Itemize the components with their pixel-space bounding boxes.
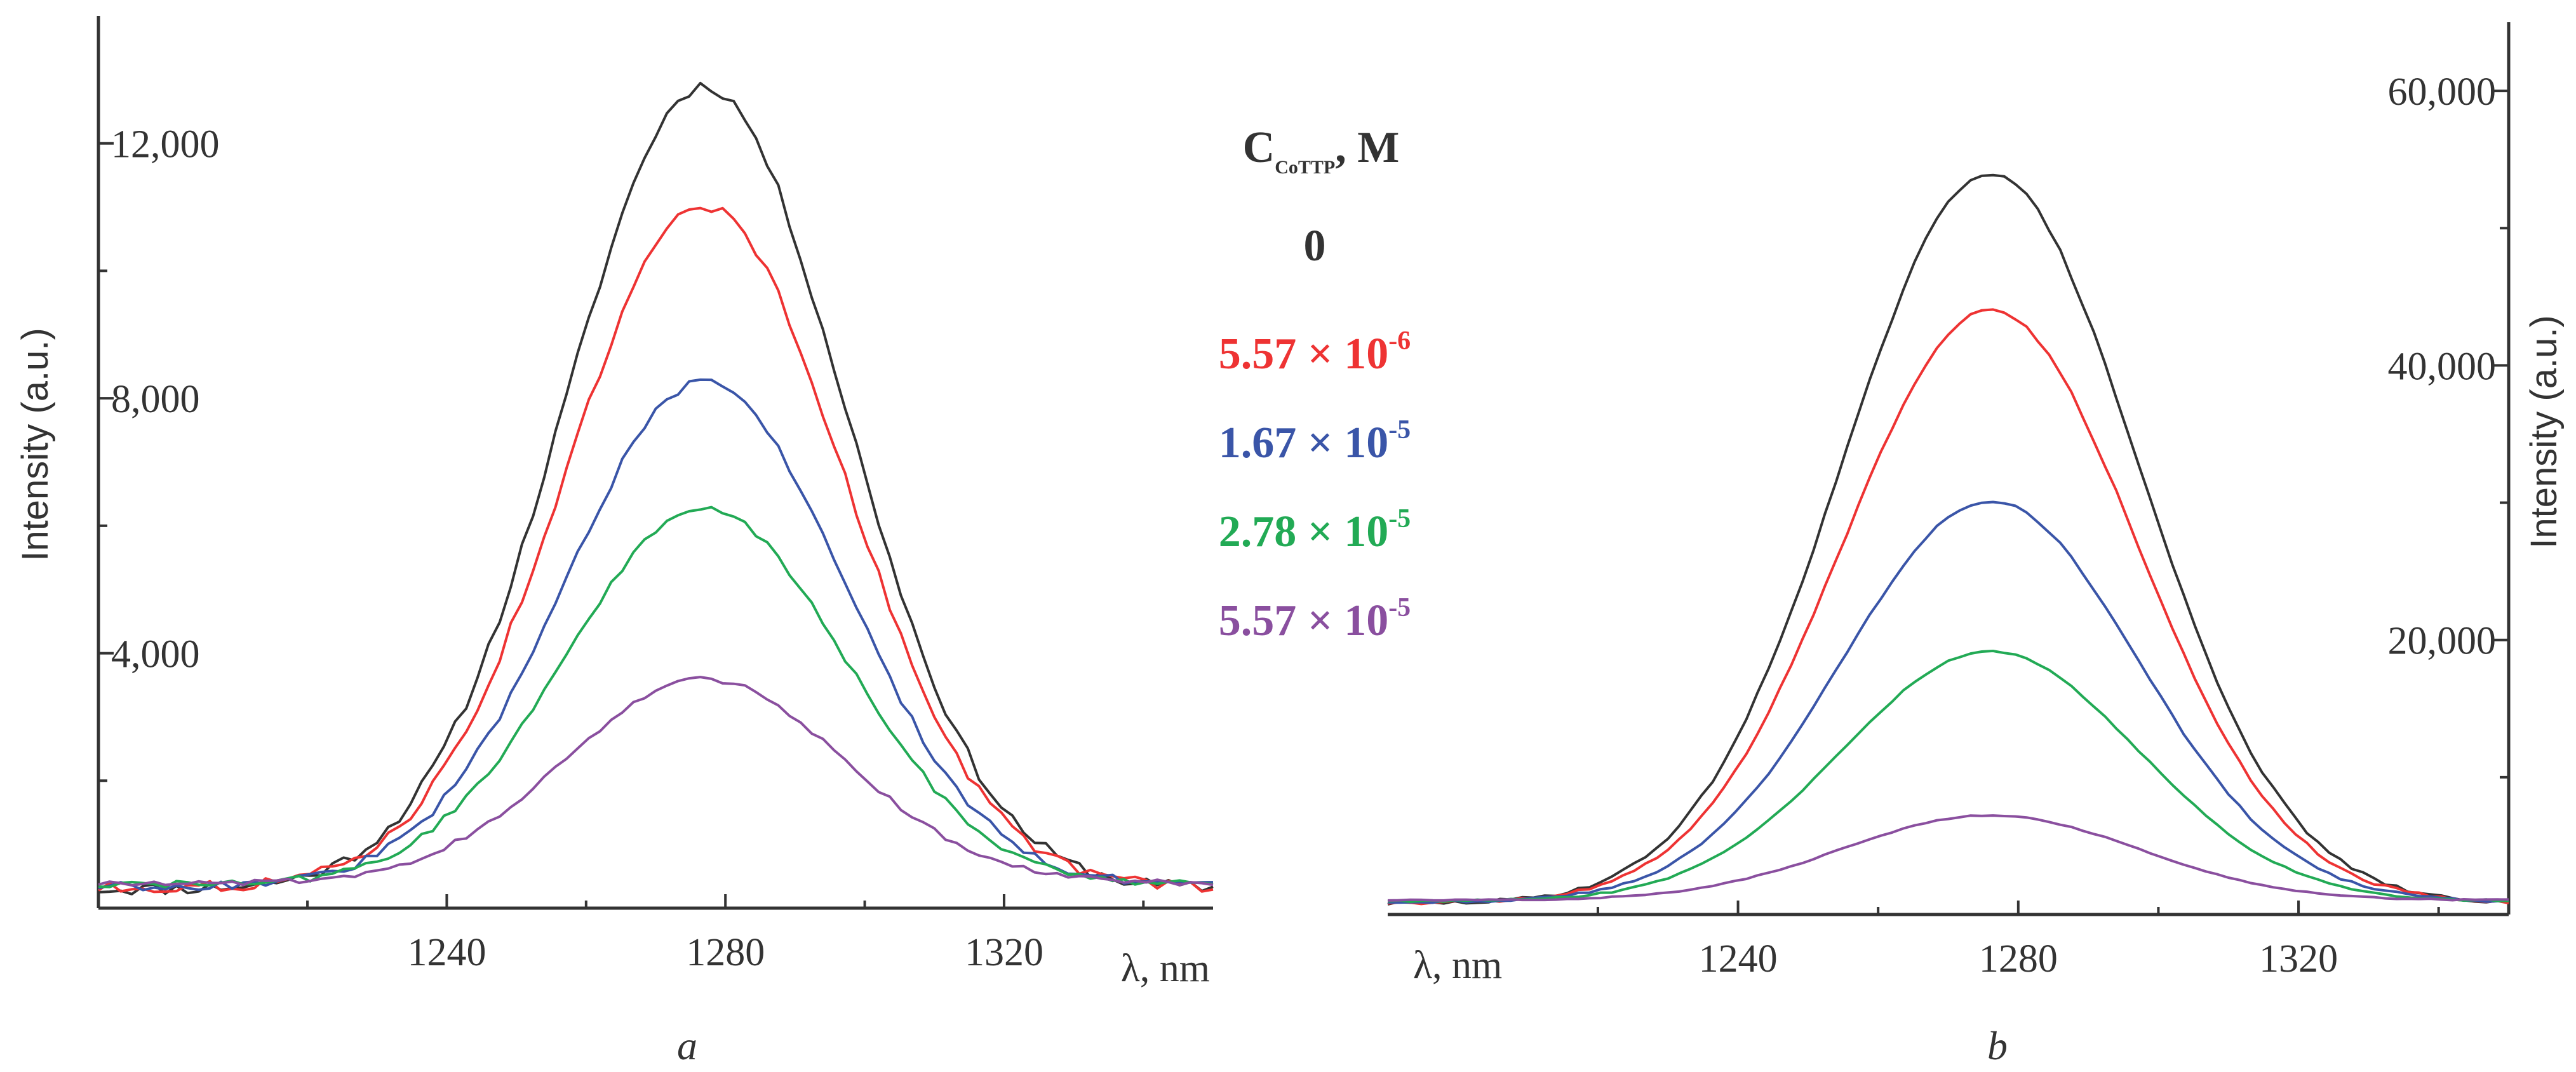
panel-a-x-tick-label: 1280 bbox=[686, 931, 765, 974]
panel-a-x-axis-title: λ, nm bbox=[1121, 947, 1210, 990]
panel-b-series-3 bbox=[1387, 650, 2509, 903]
panel-b-series-0 bbox=[1387, 173, 2509, 906]
panel-a-series-3 bbox=[98, 506, 1214, 888]
legend-entry-1-mantissa: 5.57 bbox=[1219, 330, 1297, 379]
panel-a-series-2 bbox=[98, 378, 1214, 892]
panel-b-y-tick-label: 40,000 bbox=[2388, 345, 2497, 388]
panel-a: 1240 1280 1320 4,000 8,000 12,000 Intensity (… bbox=[15, 16, 1214, 1068]
legend-entry-1-exponent: -6 bbox=[1388, 326, 1411, 356]
panel-b-y-axis-title: Intensity (a.u.) bbox=[2523, 315, 2565, 548]
legend: CCoTTP, M 0 5.57 × 10-6 1.67 × 10-5 2.78… bbox=[1219, 123, 1411, 645]
legend-entry-2-times: × bbox=[1296, 419, 1344, 467]
legend-entry-4-mantissa: 5.57 bbox=[1219, 596, 1297, 645]
panel-b-x-axis-title: λ, nm bbox=[1413, 944, 1502, 987]
legend-entry-2: 1.67 × 10-5 bbox=[1219, 415, 1411, 467]
legend-entry-3-mantissa: 2.78 bbox=[1219, 507, 1297, 556]
panel-a-y-tick-label: 4,000 bbox=[111, 633, 200, 676]
legend-title: CCoTTP, M bbox=[1243, 123, 1400, 178]
legend-entry-1-times: × bbox=[1296, 330, 1344, 379]
legend-entry-3-exponent: -5 bbox=[1388, 504, 1411, 533]
legend-entry-2-exponent: -5 bbox=[1388, 415, 1411, 445]
panel-b-series-1 bbox=[1387, 308, 2509, 906]
panel-a-ticks: 1240 1280 1320 4,000 8,000 12,000 bbox=[98, 123, 1145, 974]
legend-entry-4-exponent: -5 bbox=[1388, 593, 1411, 622]
panel-b-x-tick-label: 1280 bbox=[1979, 937, 2058, 981]
legend-entry-2-mantissa: 1.67 bbox=[1219, 419, 1297, 467]
panel-a-y-tick-label: 12,000 bbox=[111, 123, 220, 166]
legend-entry-3-base: 10 bbox=[1344, 507, 1388, 556]
legend-entry-3: 2.78 × 10-5 bbox=[1219, 504, 1411, 556]
legend-entry-4: 5.57 × 10-5 bbox=[1219, 593, 1411, 645]
panel-b-ticks: 1240 1280 1320 20,000 40,000 60,000 bbox=[1596, 70, 2509, 981]
legend-title-main: C bbox=[1243, 123, 1275, 172]
legend-entry-0: 0 bbox=[1304, 222, 1326, 271]
panel-a-y-axis-title: Intensity (a.u.) bbox=[15, 328, 56, 561]
panel-b-x-tick-label: 1320 bbox=[2259, 937, 2338, 981]
panel-b-y-tick-label: 60,000 bbox=[2388, 70, 2497, 114]
panel-b-x-tick-label: 1240 bbox=[1699, 937, 1778, 981]
panel-a-x-tick-label: 1240 bbox=[407, 931, 486, 974]
legend-title-sub: CoTTP bbox=[1275, 157, 1335, 178]
panel-b-label: b bbox=[1987, 1023, 2008, 1068]
legend-title-rest: , M bbox=[1335, 123, 1399, 172]
legend-entry-1-base: 10 bbox=[1344, 330, 1388, 379]
legend-entry-4-base: 10 bbox=[1344, 596, 1388, 645]
legend-entry-2-base: 10 bbox=[1344, 419, 1388, 467]
panel-b-curves bbox=[1387, 173, 2509, 906]
panel-b-series-4 bbox=[1387, 814, 2509, 902]
panel-a-label: a bbox=[677, 1023, 697, 1068]
panel-b-series-2 bbox=[1387, 500, 2509, 904]
panel-b-y-tick-label: 20,000 bbox=[2388, 620, 2497, 663]
panel-a-y-tick-label: 8,000 bbox=[111, 378, 200, 421]
legend-entry-4-times: × bbox=[1296, 596, 1344, 645]
legend-entry-3-times: × bbox=[1296, 507, 1344, 556]
panel-b: 1240 1280 1320 20,000 40,000 60,000 Intensity… bbox=[1387, 22, 2565, 1068]
panel-a-curves bbox=[97, 81, 1214, 895]
panel-a-series-0 bbox=[98, 81, 1214, 895]
panel-a-series-4 bbox=[98, 676, 1214, 887]
panel-a-x-tick-label: 1320 bbox=[965, 931, 1043, 974]
legend-entry-1: 5.57 × 10-6 bbox=[1219, 326, 1411, 379]
legend-entry-0-mantissa: 0 bbox=[1304, 222, 1326, 271]
panel-a-series-1 bbox=[97, 206, 1214, 894]
